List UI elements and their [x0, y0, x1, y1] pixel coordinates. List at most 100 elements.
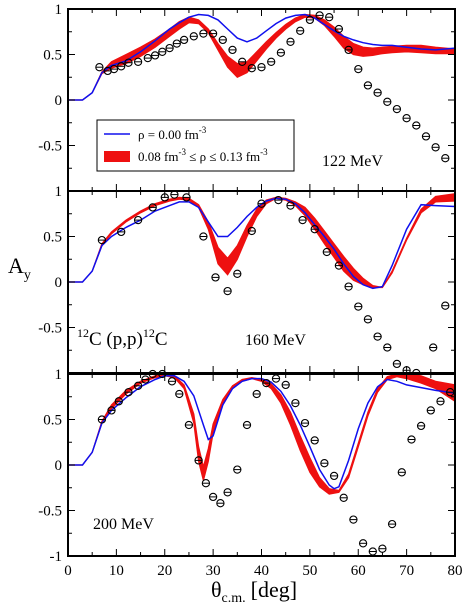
reaction-pre: 12	[77, 326, 89, 340]
data-point	[315, 11, 324, 20]
data-points-160mev	[97, 190, 450, 378]
data-point	[274, 195, 283, 205]
data-point	[95, 63, 104, 72]
data-point	[320, 459, 329, 468]
data-point	[189, 32, 198, 41]
data-point	[233, 465, 242, 474]
data-point	[298, 215, 307, 225]
data-point	[247, 226, 256, 236]
free-line-160mev	[68, 197, 455, 290]
x-axis-title-unit: [deg]	[251, 577, 297, 602]
y-tick-label: -0.5	[38, 504, 62, 520]
data-point	[286, 201, 295, 210]
legend-line-label: ρ = 0.00 fm	[138, 127, 199, 142]
data-point	[344, 45, 353, 55]
data-point	[310, 225, 319, 234]
data-point	[223, 488, 232, 497]
data-point	[170, 190, 179, 199]
y-axis-title-sub: y	[24, 268, 31, 283]
data-point	[201, 479, 211, 488]
x-tick-label: 60	[351, 563, 366, 579]
y-axis-title-main: A	[8, 253, 24, 278]
legend-band-entry: 0.08 fm-3 ≤ ρ ≤ 0.13 fm-3	[138, 147, 268, 164]
data-point	[446, 388, 455, 397]
y-tick-label: -1	[50, 549, 63, 565]
data-point	[281, 380, 290, 390]
data-points-122mev	[95, 11, 450, 163]
data-point	[373, 88, 382, 97]
medium-band-200mev	[68, 373, 455, 495]
data-point	[412, 121, 421, 130]
data-point	[114, 397, 123, 406]
data-points-200mev	[97, 369, 455, 556]
data-point	[165, 43, 174, 53]
data-point	[133, 215, 143, 225]
data-point	[233, 269, 242, 278]
data-point	[296, 26, 305, 35]
data-point	[349, 515, 358, 524]
data-point	[354, 64, 363, 74]
data-point	[218, 35, 227, 45]
data-point	[276, 48, 286, 57]
data-point	[182, 193, 191, 202]
data-point	[150, 51, 160, 60]
data-point	[175, 389, 184, 399]
data-point	[238, 57, 247, 66]
data-point	[421, 132, 431, 141]
data-point	[179, 35, 189, 45]
y-axis-title: Ay	[8, 253, 31, 283]
data-point	[143, 53, 152, 63]
x-tick-label: 10	[109, 563, 124, 579]
data-point	[228, 45, 237, 55]
data-point	[329, 471, 339, 481]
legend-band-sup-a: -3	[178, 147, 186, 157]
data-point	[354, 302, 363, 311]
data-point	[429, 343, 438, 352]
data-point	[247, 64, 256, 73]
x-axis-title-sub: c.m.	[222, 591, 246, 606]
data-point	[148, 203, 157, 212]
legend-band-sup-b: -3	[260, 147, 268, 157]
data-point	[208, 29, 218, 38]
data-point	[300, 418, 310, 428]
data-point	[383, 343, 392, 352]
data-point	[158, 47, 167, 56]
x-axis-title-main: θ	[211, 577, 222, 602]
data-point	[305, 15, 315, 25]
data-point	[441, 301, 450, 310]
x-tick-label: 30	[206, 563, 221, 579]
data-point	[271, 374, 281, 383]
data-point	[358, 539, 368, 548]
legend-band-label-a: 0.08 fm	[138, 149, 178, 164]
data-point	[344, 282, 353, 291]
data-point	[416, 421, 426, 431]
data-point	[262, 378, 271, 388]
data-point	[426, 406, 435, 415]
y-tick-label: 0	[55, 93, 63, 109]
data-point	[117, 62, 126, 71]
x-axis-title: θc.m. [deg]	[211, 577, 297, 606]
x-tick-label: 80	[448, 563, 463, 579]
legend-line-sup: -3	[199, 125, 207, 135]
data-point	[392, 359, 402, 369]
data-point	[109, 64, 119, 74]
data-point	[325, 13, 334, 22]
panel-160mev	[68, 190, 455, 378]
data-point	[133, 57, 143, 66]
data-point	[124, 58, 133, 67]
data-point	[223, 286, 232, 296]
reaction-end: C	[155, 329, 168, 350]
x-tick-label: 50	[302, 563, 317, 579]
data-point	[392, 104, 402, 114]
data-point	[334, 24, 344, 34]
data-point	[267, 57, 276, 66]
data-point	[431, 143, 440, 152]
data-point	[133, 381, 143, 390]
data-point	[257, 63, 266, 72]
data-point	[402, 114, 411, 123]
data-point	[310, 436, 319, 445]
data-point	[436, 397, 445, 406]
data-point	[373, 332, 382, 341]
medium-band-122mev	[68, 13, 455, 101]
data-point	[441, 154, 450, 163]
